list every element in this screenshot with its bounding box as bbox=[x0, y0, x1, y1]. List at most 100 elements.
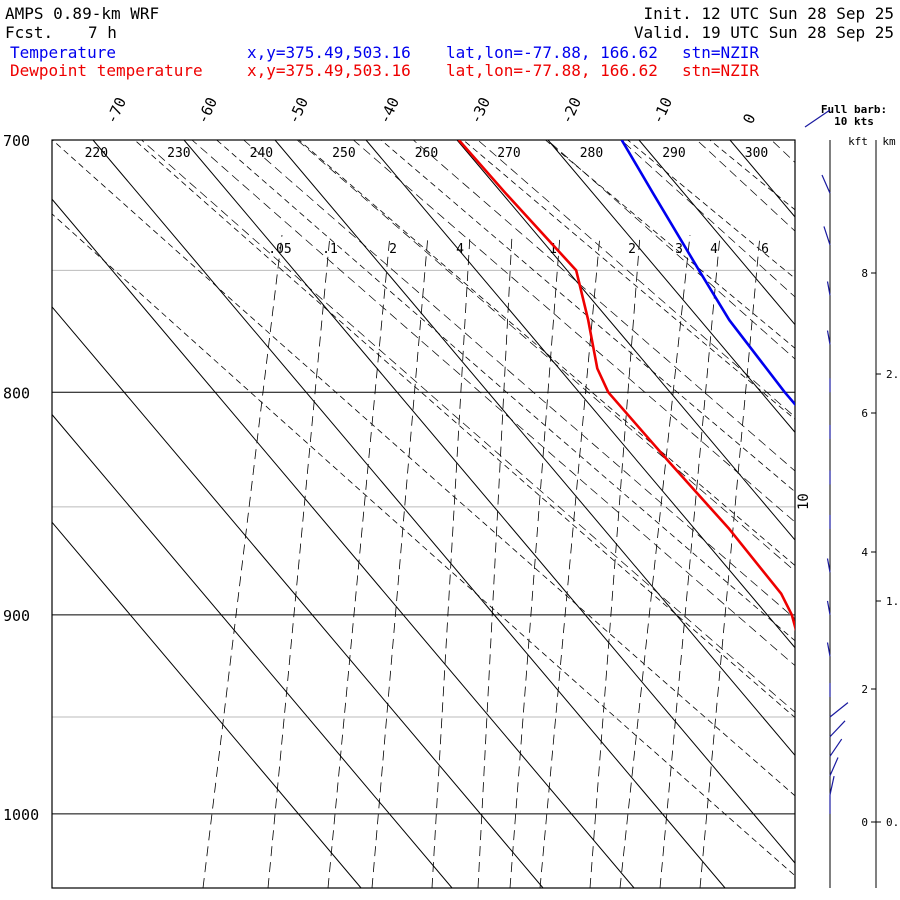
isotherm-tick-label: -60 bbox=[193, 95, 221, 127]
mixing-ratio-label: 6 bbox=[761, 242, 769, 257]
dry-adiabat-line bbox=[874, 140, 900, 888]
mixing-ratio-line bbox=[619, 234, 691, 888]
mixing-ratio-line bbox=[202, 234, 283, 888]
diagram-grid bbox=[52, 140, 900, 888]
dry-adiabat-label: 260 bbox=[415, 146, 438, 161]
isotherm-tick-label: -70 bbox=[102, 95, 130, 127]
mixing-ratio-line bbox=[699, 234, 761, 888]
wind-barb bbox=[829, 757, 839, 776]
dry-adiabat-label: 270 bbox=[497, 146, 520, 161]
isotherm-tick-label: -30 bbox=[466, 95, 494, 127]
isotherm-line bbox=[547, 140, 795, 434]
dry-adiabat-line bbox=[52, 213, 795, 877]
moist-adiabat-line bbox=[141, 140, 795, 713]
legend-temperature-xy: x,y=375.49,503.16 bbox=[247, 43, 411, 62]
valid-time: Valid. 19 UTC Sun 28 Sep 25 bbox=[633, 23, 894, 42]
legend-dewpoint-latlon: lat,lon=-77.88, 166.62 bbox=[446, 61, 658, 80]
moist-adiabat-line bbox=[696, 140, 795, 232]
wind-barb bbox=[829, 720, 846, 738]
kft-tick-label: 0 bbox=[861, 816, 868, 829]
dry-adiabat-line bbox=[298, 140, 795, 567]
moist-adiabat-line bbox=[353, 140, 795, 523]
legend-temperature-name: Temperature bbox=[10, 43, 116, 62]
mixing-ratio-label: 4 bbox=[456, 242, 464, 257]
isotherm-line bbox=[274, 140, 795, 757]
dry-adiabat-line bbox=[216, 140, 795, 642]
km-label: km bbox=[882, 135, 896, 148]
mixing-ratio-line bbox=[327, 234, 391, 888]
legend-dewpoint-xy: x,y=375.49,503.16 bbox=[247, 61, 411, 80]
mixing-ratio-line bbox=[659, 234, 721, 888]
moist-adiabat-line bbox=[413, 140, 795, 472]
kft-tick-label: 4 bbox=[861, 546, 868, 559]
full-barb-title: Full barb: bbox=[821, 103, 887, 116]
isotherm-line bbox=[821, 140, 900, 888]
mixing-ratio-label: 3 bbox=[675, 242, 683, 257]
dry-adiabat-label: 290 bbox=[662, 146, 685, 161]
wind-barb bbox=[826, 642, 831, 657]
init-time: Init. 12 UTC Sun 28 Sep 25 bbox=[643, 4, 894, 23]
isotherm-line bbox=[52, 198, 635, 888]
isotherm-tick-label: -10 bbox=[648, 95, 676, 127]
pressure-tick-label: 900 bbox=[3, 607, 30, 625]
wind-barb bbox=[829, 775, 835, 796]
height-axis: kft km 0 2 4 6 8 0. 1. 2. bbox=[848, 135, 899, 888]
dewpoint-profile-line bbox=[457, 140, 795, 632]
moist-adiabat-line bbox=[843, 140, 900, 888]
mixing-ratio-label: .1 bbox=[322, 242, 338, 257]
mixing-ratio-label: .05 bbox=[268, 242, 291, 257]
mixing-ratio-label: 4 bbox=[710, 242, 718, 257]
model-title: AMPS 0.89-km WRF bbox=[5, 4, 160, 23]
wind-barb bbox=[826, 330, 831, 345]
diagram-frame bbox=[51, 139, 796, 889]
mixing-ratio-label: 2 bbox=[628, 242, 636, 257]
mixing-ratio-line bbox=[589, 234, 641, 888]
pressure-tick-label: 800 bbox=[3, 384, 30, 402]
mixing-ratio-line bbox=[509, 234, 561, 888]
km-tick-label: 1. bbox=[886, 595, 899, 608]
wind-barb bbox=[821, 174, 831, 194]
dry-adiabat-line bbox=[709, 140, 795, 211]
wind-barb bbox=[829, 738, 843, 757]
isotherm-line bbox=[183, 140, 795, 864]
dry-adiabat-label: 280 bbox=[580, 146, 603, 161]
kft-tick-label: 2 bbox=[861, 683, 868, 696]
wind-panel: 10 Full barb:10 kts bbox=[796, 103, 887, 888]
mixing-ratio-line bbox=[371, 234, 429, 888]
moist-adiabat-line bbox=[771, 140, 795, 163]
dry-adiabat-label: 230 bbox=[167, 146, 190, 161]
kft-tick-label: 8 bbox=[861, 267, 868, 280]
moist-adiabat-line bbox=[191, 140, 795, 667]
wind-barb bbox=[826, 281, 831, 296]
dry-adiabat-label: 250 bbox=[332, 146, 355, 161]
mixing-ratio-line bbox=[477, 234, 513, 888]
forecast-value: 7 h bbox=[88, 23, 117, 42]
legend-dewpoint-name: Dewpoint temperature bbox=[10, 61, 203, 80]
isotherm-line bbox=[365, 140, 795, 649]
pressure-tick-label: 700 bbox=[3, 132, 30, 150]
isotherm-tick-label: -20 bbox=[557, 95, 585, 127]
isotherm-line bbox=[52, 521, 362, 888]
kft-label: kft bbox=[848, 135, 868, 148]
moist-adiabat-line bbox=[547, 140, 795, 360]
isotherm-line bbox=[52, 306, 544, 888]
dry-adiabat-label: 220 bbox=[85, 146, 108, 161]
pressure-tick-label: 1000 bbox=[3, 806, 39, 824]
moist-adiabat-line bbox=[620, 140, 795, 298]
dry-adiabat-label: 240 bbox=[250, 146, 273, 161]
full-barb-sample bbox=[804, 109, 831, 128]
mixing-ratio-line bbox=[267, 234, 331, 888]
dry-adiabat-line bbox=[380, 140, 795, 493]
legend-temperature-latlon: lat,lon=-77.88, 166.62 bbox=[446, 43, 658, 62]
profile-lines bbox=[457, 140, 795, 632]
mixing-ratio-line bbox=[431, 234, 471, 888]
dry-adiabat-label: 300 bbox=[745, 146, 768, 161]
temperature-profile-line bbox=[620, 140, 795, 407]
forecast-label: Fcst. bbox=[5, 23, 54, 42]
wind-barb bbox=[826, 600, 831, 615]
wind-barb bbox=[829, 702, 849, 718]
dry-adiabat-line bbox=[52, 140, 795, 797]
isotherm-tick-label: 0 bbox=[739, 111, 759, 127]
